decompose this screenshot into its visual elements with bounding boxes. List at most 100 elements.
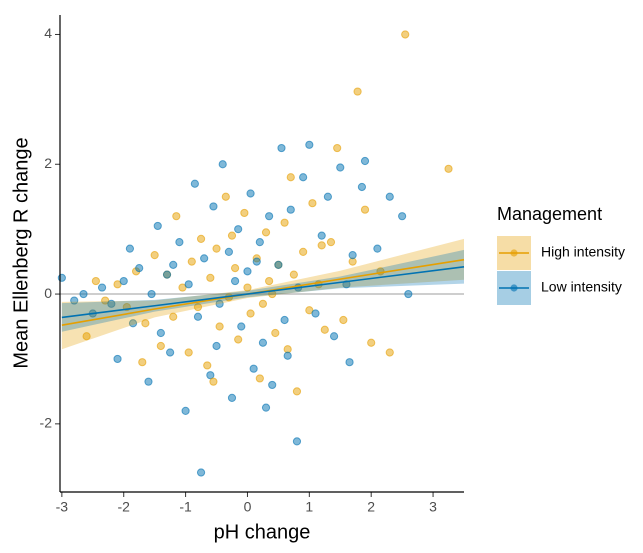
point (274, 260, 283, 269)
point (169, 312, 178, 321)
point (128, 319, 138, 328)
point (385, 348, 394, 357)
point (286, 173, 295, 182)
point (286, 205, 295, 214)
point (230, 264, 240, 273)
point (221, 192, 230, 201)
point (292, 437, 302, 446)
point (360, 205, 370, 214)
point (141, 319, 150, 328)
point (404, 289, 413, 299)
point (265, 212, 274, 221)
point (101, 296, 110, 305)
point (144, 377, 153, 386)
point (135, 264, 144, 273)
legend-title: Management (497, 204, 602, 224)
point (261, 403, 271, 412)
x-tick-label: -1 (179, 499, 192, 515)
point (252, 257, 261, 266)
point (246, 189, 255, 198)
point (97, 283, 107, 292)
point (357, 182, 367, 192)
y-tick-label: 0 (44, 285, 52, 301)
point (153, 221, 162, 231)
point (196, 234, 206, 243)
point (292, 387, 302, 396)
point (401, 30, 410, 39)
point (289, 270, 298, 279)
point (373, 244, 382, 253)
point (206, 273, 215, 282)
point (57, 273, 66, 282)
point (212, 341, 221, 351)
point (209, 202, 218, 211)
x-axis-title: pH change (214, 521, 311, 543)
legend-label: High intensity (541, 244, 625, 260)
y-tick-label: 2 (44, 155, 52, 171)
point (209, 377, 218, 386)
point (91, 276, 100, 286)
point (308, 199, 317, 208)
point (190, 179, 199, 188)
point (107, 299, 116, 308)
point (230, 276, 240, 286)
point (240, 208, 249, 218)
x-tick-label: 2 (367, 499, 375, 515)
point (333, 143, 342, 153)
point (156, 328, 165, 338)
point (237, 322, 246, 331)
point (113, 354, 122, 364)
point (277, 143, 286, 153)
point (82, 332, 91, 341)
point (181, 406, 190, 415)
y-axis-title: Mean Ellenberg R change (10, 137, 32, 368)
point (203, 361, 212, 370)
point (119, 276, 128, 286)
point (353, 87, 362, 96)
point (311, 309, 320, 318)
point (299, 247, 308, 256)
point (305, 140, 314, 149)
point (261, 228, 271, 237)
point (218, 160, 227, 169)
point (360, 156, 370, 166)
point (243, 283, 252, 292)
confidence-band (61, 238, 464, 350)
point (162, 270, 172, 279)
point (258, 338, 268, 347)
point (138, 358, 147, 367)
point (212, 244, 221, 253)
point (280, 315, 289, 325)
point (336, 163, 345, 172)
x-tick-label: 0 (244, 499, 252, 515)
x-tick-label: -3 (56, 499, 69, 515)
point (299, 173, 308, 182)
point (196, 468, 206, 477)
point (444, 164, 453, 173)
point (156, 341, 165, 351)
legend-label: Low intensity (541, 279, 622, 295)
point (265, 276, 274, 286)
point (193, 302, 203, 312)
point (329, 332, 339, 341)
point (184, 348, 193, 357)
point (193, 312, 203, 321)
point (79, 289, 88, 299)
point (184, 280, 193, 289)
point (227, 393, 237, 402)
point (200, 254, 209, 263)
x-tick-label: 3 (429, 499, 437, 515)
point (280, 218, 289, 227)
point (150, 251, 159, 260)
point (178, 283, 187, 292)
point (283, 351, 292, 360)
x-tick-label: 1 (305, 499, 313, 515)
point (215, 299, 224, 308)
point (113, 280, 122, 289)
point (385, 192, 394, 201)
point (172, 212, 181, 221)
point (255, 374, 264, 383)
point (258, 299, 268, 308)
point (320, 325, 329, 334)
